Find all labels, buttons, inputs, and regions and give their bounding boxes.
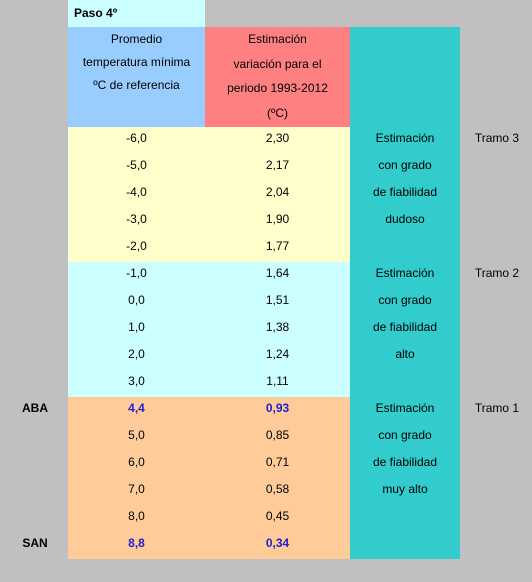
- tramo-label: Tramo 1: [474, 401, 520, 415]
- min-temp: -2,0: [126, 239, 147, 253]
- column-header: variación para el: [233, 56, 322, 71]
- row-label: SAN: [22, 536, 48, 550]
- variation: 0,85: [265, 428, 290, 442]
- min-temp: -6,0: [126, 131, 147, 145]
- min-temp: -1,0: [126, 266, 147, 280]
- variation: 1,24: [265, 347, 290, 361]
- column-header: Promedio: [110, 32, 163, 46]
- variation: 0,93: [265, 401, 290, 415]
- variation: 1,11: [266, 374, 289, 388]
- min-temp: 0,0: [128, 293, 145, 307]
- description: de fiabilidad: [372, 455, 438, 469]
- tramo-label: Tramo 2: [474, 266, 520, 280]
- step-cell: [68, 0, 205, 27]
- description: con grado: [378, 293, 432, 307]
- column-header: (ºC): [266, 105, 289, 120]
- min-temp: 6,0: [128, 455, 145, 469]
- tramo-label: Tramo 3: [474, 131, 520, 145]
- column-header: temperatura mínima: [82, 55, 191, 69]
- min-temp: 5,0: [128, 428, 145, 442]
- header-cell: [68, 27, 205, 127]
- description: de fiabilidad: [372, 320, 438, 334]
- variation: 0,34: [265, 536, 290, 550]
- description: Estimación: [375, 266, 435, 280]
- variation: 1,51: [265, 293, 290, 307]
- min-temp: 8,8: [128, 536, 145, 550]
- description-column: [350, 27, 460, 559]
- variation: 1,38: [265, 320, 290, 334]
- column-header: Estimación: [248, 32, 307, 46]
- variation: 0,71: [265, 455, 290, 469]
- description: de fiabilidad: [372, 185, 438, 199]
- step-label: Paso 4º: [74, 6, 118, 20]
- description: con grado: [378, 428, 432, 442]
- group-band: [68, 262, 350, 397]
- min-temp: 4,4: [128, 401, 145, 415]
- min-temp: 3,0: [128, 374, 145, 388]
- column-header: ºC de referencia: [93, 78, 180, 92]
- variation: 2,17: [265, 158, 290, 172]
- min-temp: 7,0: [128, 482, 145, 496]
- variation: 1,77: [265, 239, 290, 253]
- header-cell: [205, 27, 350, 127]
- description: Estimación: [375, 131, 435, 145]
- group-band: [68, 397, 350, 559]
- min-temp: 8,0: [128, 509, 145, 523]
- variation: 1,90: [265, 212, 290, 226]
- min-temp: 1,0: [128, 320, 145, 334]
- variation: 2,30: [265, 131, 290, 145]
- row-label: ABA: [22, 401, 48, 415]
- description: con grado: [378, 158, 432, 172]
- variation: 0,58: [265, 482, 290, 496]
- variation: 1,64: [265, 266, 290, 280]
- min-temp: 2,0: [128, 347, 145, 361]
- min-temp: -5,0: [126, 158, 147, 172]
- column-header: periodo 1993-2012: [227, 81, 328, 95]
- description: muy alto: [382, 482, 428, 496]
- description: alto: [395, 347, 415, 361]
- min-temp: -4,0: [126, 185, 147, 199]
- description: Estimación: [375, 401, 435, 415]
- variation: 2,04: [265, 185, 290, 199]
- min-temp: -3,0: [126, 212, 147, 226]
- variation: 0,45: [265, 509, 290, 523]
- description: dudoso: [385, 212, 425, 226]
- group-band: [68, 127, 350, 262]
